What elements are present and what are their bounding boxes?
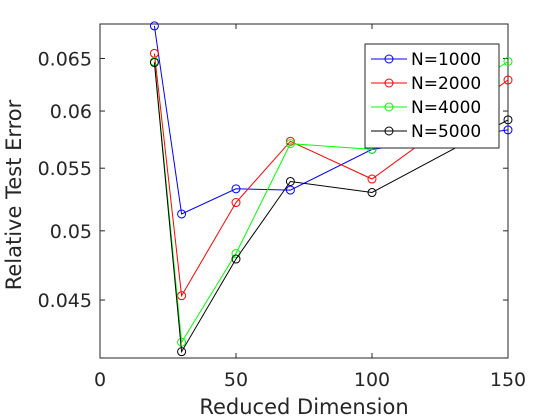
data-point bbox=[285, 176, 295, 186]
legend-label: N=2000 bbox=[411, 74, 481, 94]
data-point bbox=[149, 58, 159, 68]
data-point bbox=[503, 115, 513, 125]
legend-marker bbox=[384, 78, 394, 88]
axes bbox=[99, 23, 509, 359]
legend-label: N=1000 bbox=[411, 50, 481, 70]
data-point bbox=[285, 185, 295, 195]
data-point bbox=[177, 337, 187, 347]
plot-box bbox=[99, 23, 509, 359]
data-point bbox=[503, 75, 513, 85]
data-point bbox=[177, 291, 187, 301]
x-tick-label: 50 bbox=[224, 369, 248, 391]
data-point bbox=[503, 56, 513, 66]
data-point bbox=[149, 21, 159, 31]
data-point bbox=[231, 198, 241, 208]
x-tick-label: 0 bbox=[94, 369, 106, 391]
data-point bbox=[231, 184, 241, 194]
data-point bbox=[285, 136, 295, 146]
data-point bbox=[367, 188, 377, 198]
legend-marker bbox=[384, 126, 394, 136]
data-point bbox=[503, 125, 513, 135]
y-axis-label: Relative Test Error bbox=[2, 99, 26, 290]
legend-label: N=5000 bbox=[411, 122, 481, 142]
y-tick-label: 0.065 bbox=[38, 48, 92, 70]
y-tick-label: 0.05 bbox=[50, 221, 92, 243]
series-n-5000 bbox=[149, 58, 513, 357]
data-point bbox=[177, 209, 187, 219]
data-point bbox=[231, 254, 241, 264]
y-tick-label: 0.055 bbox=[38, 158, 92, 180]
y-tick-label: 0.045 bbox=[38, 290, 92, 312]
y-tick-label: 0.06 bbox=[50, 101, 92, 123]
series-line bbox=[153, 62, 509, 354]
series-line bbox=[153, 53, 509, 298]
legend-marker bbox=[384, 102, 394, 112]
legend: N=1000 N=2000 N=4000 N=5000 bbox=[364, 43, 500, 149]
legend-marker bbox=[384, 54, 394, 64]
data-point bbox=[367, 174, 377, 184]
data-point bbox=[285, 139, 295, 149]
x-tick-label: 150 bbox=[490, 369, 526, 391]
x-axis-label: Reduced Dimension bbox=[199, 395, 408, 419]
tick-labels: 0 50 100 150 0.045 0.05 0.055 0.06 0.065 bbox=[38, 48, 527, 391]
legend-label: N=4000 bbox=[411, 98, 481, 118]
data-point bbox=[177, 347, 187, 357]
x-tick-label: 100 bbox=[354, 369, 390, 391]
